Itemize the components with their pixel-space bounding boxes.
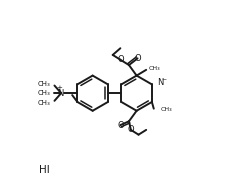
Text: +: + [56, 85, 62, 91]
Text: O: O [134, 54, 141, 63]
Text: N: N [157, 78, 163, 87]
Text: CH₃: CH₃ [149, 66, 161, 71]
Text: O: O [117, 55, 124, 64]
Text: O: O [117, 121, 124, 130]
Text: CH₃: CH₃ [38, 100, 51, 106]
Text: O: O [128, 125, 134, 134]
Text: CH₃: CH₃ [38, 90, 51, 96]
Text: HI: HI [39, 165, 50, 175]
Text: CH₃: CH₃ [38, 81, 51, 87]
Text: N: N [57, 89, 63, 98]
Text: CH₃: CH₃ [161, 107, 172, 112]
Text: ⁻: ⁻ [161, 77, 167, 87]
